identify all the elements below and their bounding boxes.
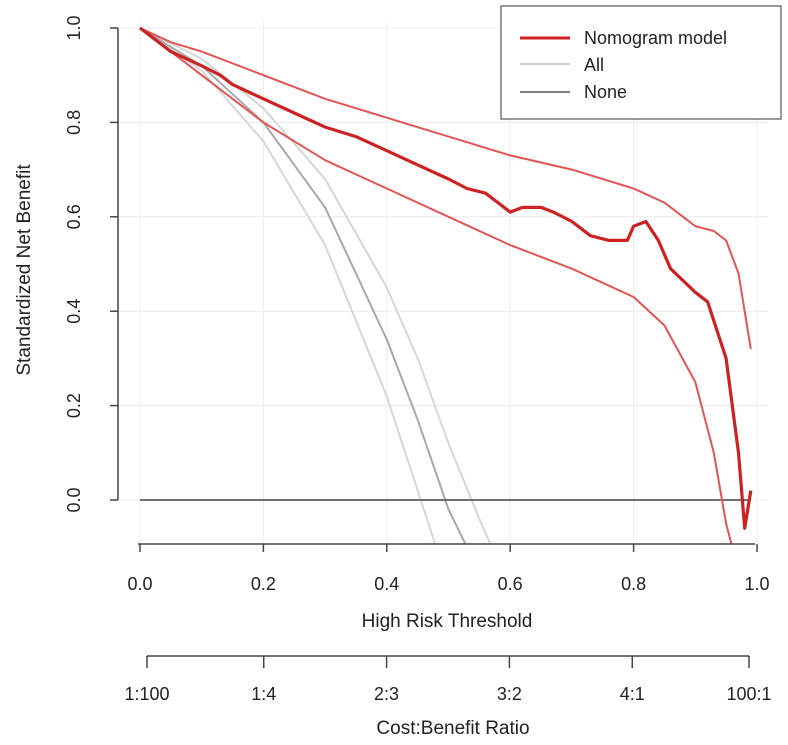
series-nomogram-model-upper-ci <box>139 27 752 350</box>
x-tick-label: 0.6 <box>498 574 523 594</box>
ratio-tick-label: 1:4 <box>251 684 276 704</box>
y-tick-label: 0.8 <box>64 110 84 135</box>
series-layer <box>139 26 753 544</box>
x-tick-label: 0.2 <box>251 574 276 594</box>
series-nomogram-model-lower-ci <box>139 27 733 544</box>
legend-label-none: None <box>584 82 627 102</box>
ratio-tick-label: 4:1 <box>620 684 645 704</box>
y-tick-label: 0.0 <box>64 487 84 512</box>
secondary-axis-title: Cost:Benefit Ratio <box>376 718 529 739</box>
x-tick-label: 0.0 <box>127 574 152 594</box>
x-tick-label: 0.8 <box>621 574 646 594</box>
y-tick-label: 1.0 <box>64 15 84 40</box>
ticks: 0.0 0.2 0.4 0.6 0.8 1.0 0.0 0.2 0.4 0.6 0.8 1.0 1:10… <box>64 15 772 704</box>
y-tick-label: 0.2 <box>64 393 84 418</box>
legend-label-all: All <box>584 55 604 75</box>
x-axis-title: High Risk Threshold <box>362 611 533 632</box>
ratio-tick-label: 100:1 <box>726 684 771 704</box>
x-tick-label: 1.0 <box>744 574 769 594</box>
legend: Nomogram model All None <box>500 5 782 120</box>
series-all-lower <box>139 27 437 544</box>
ratio-tick-label: 2:3 <box>374 684 399 704</box>
series-all-mid <box>139 27 467 544</box>
y-axis-title: Standardized Net Benefit <box>14 164 35 376</box>
series-nomogram-model <box>139 26 753 530</box>
legend-label-nomogram: Nomogram model <box>584 28 727 48</box>
y-tick-label: 0.6 <box>64 204 84 229</box>
x-tick-label: 0.4 <box>374 574 399 594</box>
ratio-tick-label: 1:100 <box>124 684 169 704</box>
ratio-tick-label: 3:2 <box>497 684 522 704</box>
legend-box <box>500 5 782 120</box>
series-all <box>139 27 492 544</box>
y-tick-label: 0.4 <box>64 299 84 324</box>
axes <box>117 28 755 657</box>
